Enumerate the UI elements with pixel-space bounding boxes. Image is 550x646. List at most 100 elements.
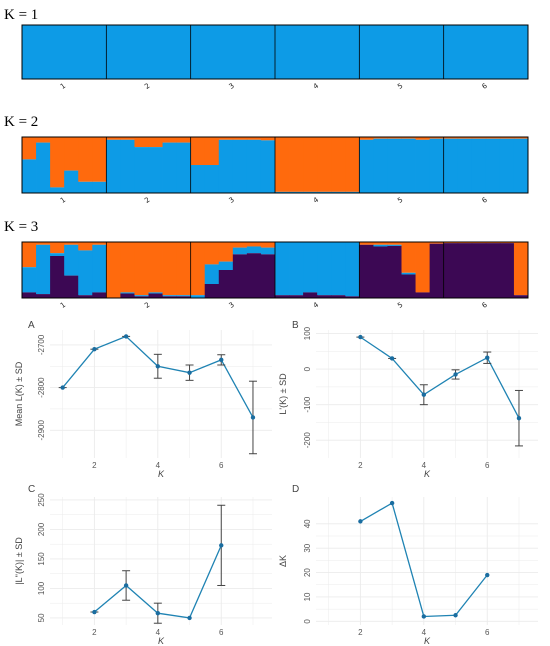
ancestry-bar <box>331 242 346 296</box>
ancestry-bar <box>204 165 220 193</box>
ancestry-bar <box>162 295 178 297</box>
ancestry-bar <box>275 295 290 298</box>
ancestry-bar <box>78 250 93 296</box>
y-tick-label: 150 <box>37 552 46 566</box>
ancestry-bar <box>289 242 304 296</box>
ancestry-bar <box>359 242 374 245</box>
x-tick-label: 2 <box>358 461 363 470</box>
data-point <box>358 334 363 340</box>
ancestry-bar <box>134 242 149 296</box>
ancestry-bar <box>513 242 529 296</box>
ancestry-bar <box>345 191 360 193</box>
ancestry-bar <box>232 247 248 255</box>
ancestry-bar <box>176 142 192 193</box>
ancestry-bar <box>443 25 528 79</box>
ancestry-bar <box>485 138 501 193</box>
x-tick-label: 4 <box>156 461 161 470</box>
ancestry-bar <box>92 244 107 293</box>
ancestry-bar <box>36 294 51 298</box>
ancestry-bar <box>373 244 388 247</box>
ancestry-bar <box>429 242 445 244</box>
ancestry-bar <box>401 138 416 193</box>
ancestry-bar <box>443 242 459 244</box>
population-label: 2 <box>143 196 151 205</box>
ancestry-bar <box>260 242 276 248</box>
ancestry-bar <box>275 191 290 193</box>
data-point <box>123 583 129 588</box>
ancestry-bar <box>22 267 37 293</box>
population-label: 2 <box>143 82 151 91</box>
ancestry-bar <box>22 159 37 193</box>
ancestry-bar <box>246 139 262 193</box>
ancestry-bar <box>176 296 192 298</box>
ancestry-bar <box>148 293 163 298</box>
y-tick-label: 0 <box>303 619 312 624</box>
x-axis-label: K <box>158 469 165 479</box>
ancestry-bar <box>120 242 135 293</box>
population-label: 4 <box>312 195 321 204</box>
ancestry-bar <box>303 242 318 293</box>
ancestry-bar <box>218 261 234 270</box>
x-tick-label: 4 <box>156 628 161 637</box>
y-axis-label: Mean L(K) ± SD <box>14 361 24 426</box>
ancestry-bar <box>373 246 388 298</box>
ancestry-bar <box>415 292 431 298</box>
ancestry-bar <box>401 137 416 139</box>
ancestry-bar <box>289 295 304 298</box>
population-label: 5 <box>396 82 404 91</box>
ancestry-bar <box>232 139 248 193</box>
population-label: 3 <box>228 82 236 91</box>
ancestry-bar <box>373 138 388 193</box>
plot-c: 50 100 150 200 250 2 4 6 C K |L''(K)| ± SD <box>14 484 272 646</box>
ancestry-bar <box>415 139 431 193</box>
ancestry-bar <box>232 242 248 248</box>
ancestry-bar <box>106 137 121 140</box>
ancestry-bar <box>204 242 220 265</box>
data-point <box>92 347 97 352</box>
panel-title: K = 2 <box>4 114 38 130</box>
ancestry-bar <box>260 140 276 193</box>
ancestry-bar <box>345 296 360 298</box>
ancestry-bar <box>36 142 51 193</box>
data-point <box>389 500 395 506</box>
ancestry-bar <box>218 139 234 193</box>
ancestry-bar <box>359 137 374 140</box>
ancestry-bar <box>22 137 37 160</box>
ancestry-bar <box>64 170 79 193</box>
y-tick-label: -200 <box>303 432 312 449</box>
ancestry-bar <box>148 137 163 148</box>
data-point <box>389 356 395 361</box>
ancestry-bar <box>471 138 487 193</box>
x-tick-label: 6 <box>485 461 490 470</box>
ancestry-bar <box>401 272 416 275</box>
ancestry-bar <box>134 295 149 297</box>
population-label: 2 <box>143 301 151 310</box>
ancestry-bar <box>429 243 445 298</box>
y-tick-label: -2700 <box>37 334 46 355</box>
data-point <box>453 372 458 377</box>
population-label: 6 <box>481 195 490 204</box>
ancestry-bar <box>513 138 529 193</box>
data-point <box>187 370 192 375</box>
ancestry-bar <box>260 247 276 255</box>
ancestry-bar <box>457 138 473 193</box>
ancestry-bar <box>246 137 262 140</box>
ancestry-bar <box>22 25 107 79</box>
ancestry-bar <box>443 137 459 139</box>
data-point <box>219 357 224 363</box>
y-axis-label: ΔK <box>278 555 288 567</box>
panel-letter: B <box>292 320 299 331</box>
ancestry-bar <box>471 243 487 298</box>
ancestry-bar <box>331 191 346 193</box>
ancestry-bar <box>499 243 515 298</box>
ancestry-bar <box>120 292 135 294</box>
ancestry-bar <box>485 137 501 139</box>
ancestry-bar <box>317 191 332 193</box>
ancestry-bar <box>176 295 192 297</box>
ancestry-bar <box>387 138 402 193</box>
x-tick-label: 2 <box>92 461 97 470</box>
ancestry-bar <box>120 139 135 193</box>
data-point <box>358 519 363 524</box>
structure-panel-k3: K = 3 1 2 3 4 5 6 <box>4 219 529 310</box>
ancestry-bar <box>443 243 459 298</box>
